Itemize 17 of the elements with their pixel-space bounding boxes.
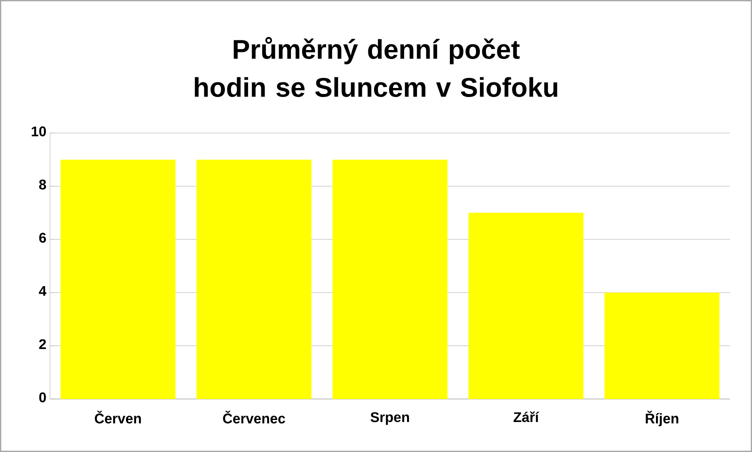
y-tick-label: 10: [32, 126, 46, 136]
y-tick-label: 8: [39, 180, 46, 190]
x-tick-label: Červen: [94, 410, 141, 424]
chart-title: Průměrný denní počet hodin se Sluncem v Siofoku: [194, 37, 558, 97]
x-tick-label: Červenec: [223, 410, 286, 424]
y-tick-label: 6: [39, 232, 46, 243]
x-tick-label: Říjen: [646, 410, 678, 426]
y-tick-label: 2: [39, 339, 46, 349]
bar: [196, 160, 312, 399]
y-tick-label: 0: [39, 392, 46, 402]
bar: [604, 292, 720, 399]
bar: [332, 160, 448, 399]
y-tick-label: 4: [38, 286, 46, 296]
x-tick-label: Srpen: [370, 412, 409, 425]
bar: [468, 212, 584, 399]
x-tick-label: Září: [514, 412, 540, 422]
bar: [60, 160, 176, 399]
